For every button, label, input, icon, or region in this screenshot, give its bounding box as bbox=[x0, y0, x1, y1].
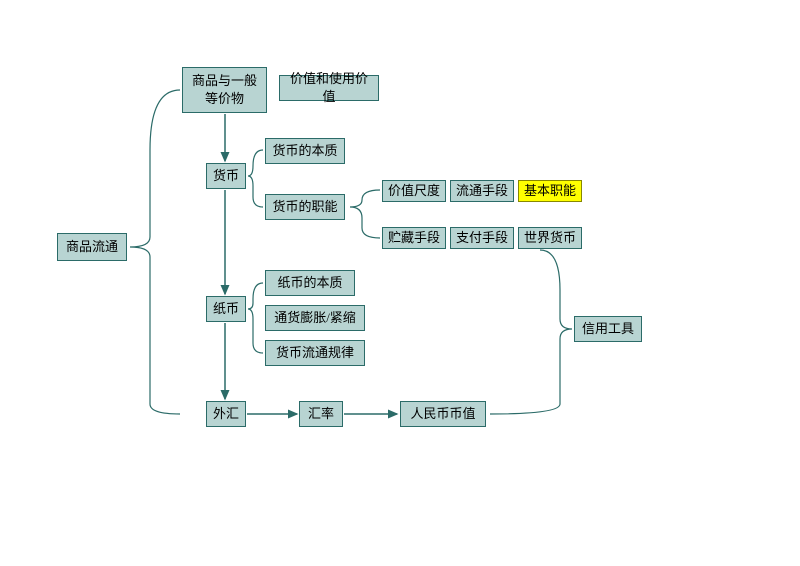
node-f1: 价值尺度 bbox=[382, 180, 446, 202]
brace-credit bbox=[490, 250, 572, 414]
brace-function bbox=[350, 190, 380, 238]
node-f2: 流通手段 bbox=[450, 180, 514, 202]
node-c-essence: 货币的本质 bbox=[265, 138, 345, 164]
node-f6: 世界货币 bbox=[518, 227, 582, 249]
node-p1: 纸币的本质 bbox=[265, 270, 355, 296]
node-f3: 基本职能 bbox=[518, 180, 582, 202]
node-top1: 商品与一般等价物 bbox=[182, 67, 267, 113]
node-currency: 货币 bbox=[206, 163, 246, 189]
node-root: 商品流通 bbox=[57, 233, 127, 261]
node-p2: 通货膨胀/紧缩 bbox=[265, 305, 365, 331]
connector-layer bbox=[0, 0, 800, 566]
node-rmb: 人民币币值 bbox=[400, 401, 486, 427]
node-c-function: 货币的职能 bbox=[265, 194, 345, 220]
node-credit: 信用工具 bbox=[574, 316, 642, 342]
node-forex: 外汇 bbox=[206, 401, 246, 427]
brace-root bbox=[130, 90, 180, 414]
node-p3: 货币流通规律 bbox=[265, 340, 365, 366]
node-top2: 价值和使用价值 bbox=[279, 75, 379, 101]
brace-currency bbox=[248, 150, 263, 207]
node-rate: 汇率 bbox=[299, 401, 343, 427]
node-paper: 纸币 bbox=[206, 296, 246, 322]
brace-paper bbox=[248, 283, 263, 353]
node-f4: 贮藏手段 bbox=[382, 227, 446, 249]
node-f5: 支付手段 bbox=[450, 227, 514, 249]
